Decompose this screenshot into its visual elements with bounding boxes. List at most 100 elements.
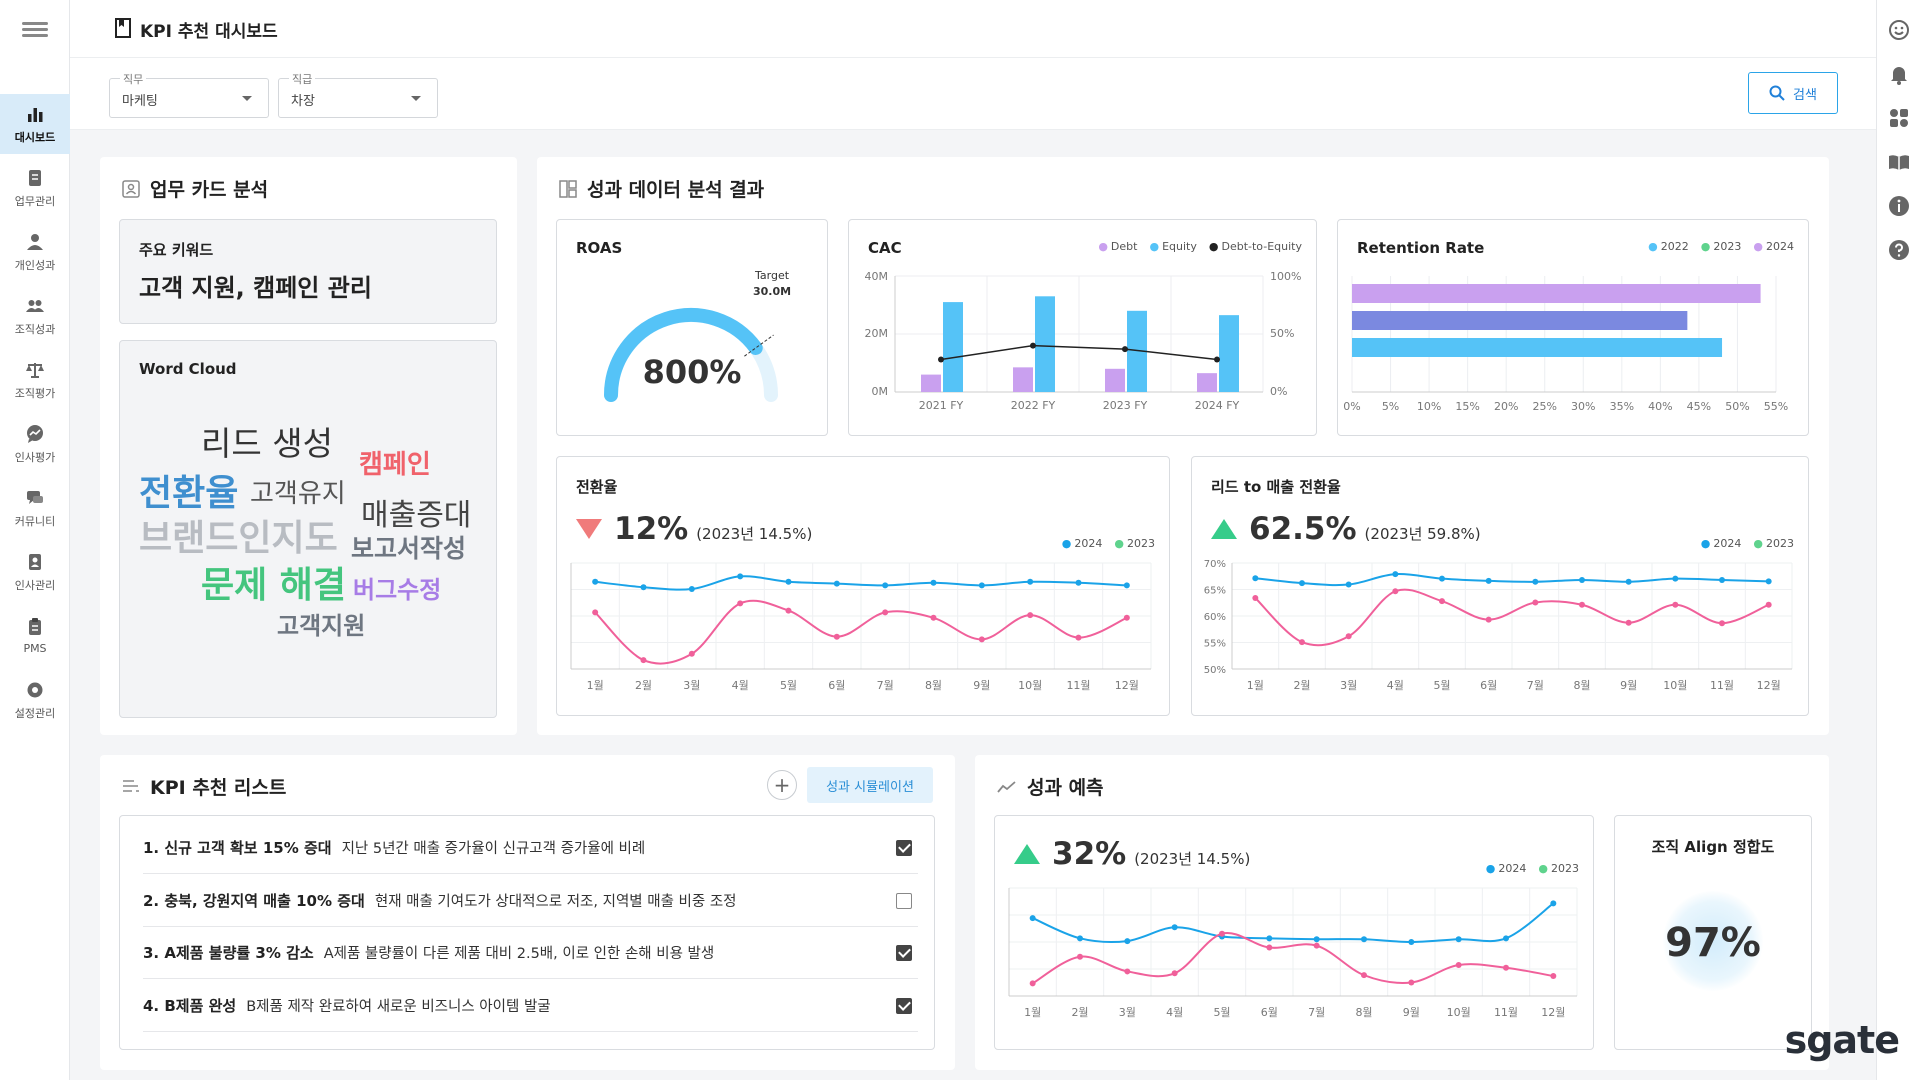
roas-target: Target 30.0M — [753, 268, 791, 300]
align-title: 조직 Align 정합도 — [1651, 838, 1775, 856]
conversion-title: 전환율 — [576, 478, 618, 496]
hamburger-menu-icon[interactable] — [22, 19, 48, 41]
nav-item-9[interactable]: PMS — [0, 606, 70, 666]
nav-item-label: 대시보드 — [14, 130, 56, 144]
search-button-label: 검색 — [1793, 87, 1817, 103]
kpi-row: 2. 충북, 강원지역 매출 10% 증대 현재 매출 기여도가 상대적으로 저조… — [143, 875, 918, 927]
gauge-fill — [604, 308, 763, 402]
help-icon[interactable] — [1887, 238, 1911, 262]
forecast-chart: 1월 2월 3월 4월 5월 6월 7월 8월 9월 10월 11월 12월 — [1008, 887, 1578, 1019]
x-tick: 55% — [1764, 400, 1788, 413]
series-point-2024 — [1719, 577, 1725, 583]
kpi-description: A제품 불량률이 다른 제품 대비 2.5배, 이로 인한 손해 비용 발생 — [323, 946, 715, 962]
smile-icon[interactable] — [1887, 18, 1911, 42]
y-tick: 40M — [865, 270, 889, 283]
kpi-checkbox[interactable] — [896, 997, 912, 1014]
y-tick: 70% — [1204, 559, 1226, 570]
series-line-2024 — [1032, 902, 1554, 944]
series-point-2024 — [1455, 936, 1462, 943]
series-point-2024 — [592, 578, 599, 585]
x-tick: 3월 — [1340, 679, 1357, 692]
series-point-2023 — [737, 600, 744, 607]
rank-select[interactable]: 직급 차장 — [278, 71, 438, 118]
x-tick: 3월 — [1119, 1006, 1136, 1019]
wordcloud-card: Word Cloud 리드 생성 캠페인 전환율 고객유지 매출증대 브랜드인지… — [119, 340, 497, 718]
nav-item-6[interactable]: 인사평가 — [0, 414, 70, 474]
legend-2024: 2024 — [1486, 862, 1526, 875]
lead-card: 리드 to 매출 전환율 62.5% (2023년 59.8%) 2024 20… — [1191, 456, 1809, 716]
series-point-2023 — [1077, 953, 1083, 960]
lead-title: 리드 to 매출 전환율 — [1211, 478, 1341, 496]
apps-grid-icon[interactable] — [1887, 106, 1911, 130]
nav-item-label: 개인성과 — [14, 258, 56, 272]
series-point-2024 — [785, 578, 792, 585]
x-tick: 5% — [1382, 400, 1399, 413]
scale-icon — [26, 362, 44, 378]
x-tick: 9월 — [973, 679, 990, 692]
x-tick: 10월 — [1018, 679, 1042, 692]
legend-2023: 2023 — [1114, 537, 1155, 550]
nav-item-label: PMS — [23, 642, 47, 655]
x-tick: 50% — [1725, 400, 1749, 413]
chevron-down-icon — [242, 96, 252, 101]
roas-value: 800% — [642, 353, 742, 391]
legend-2023: 2023 — [1701, 240, 1741, 253]
legend-2024: 2024 — [1701, 537, 1741, 550]
x-tick: 7월 — [1308, 1006, 1325, 1019]
nav-item-8[interactable]: 인사관리 — [0, 542, 70, 602]
trend-up-icon — [1211, 519, 1237, 539]
series-point-2023 — [833, 633, 840, 640]
kpi-checkbox[interactable] — [896, 945, 912, 961]
series-point-2023 — [1408, 979, 1415, 986]
series-point-2024 — [833, 580, 840, 587]
series-line-2024 — [595, 575, 1127, 591]
x-tick: 0% — [1343, 400, 1360, 413]
series-line-2024 — [1255, 573, 1769, 587]
series-point-2024 — [688, 586, 695, 592]
nav-item-7[interactable]: 커뮤니티 — [0, 478, 70, 538]
bell-icon[interactable] — [1887, 62, 1911, 86]
wordcloud-word: 버그수정 — [353, 576, 442, 604]
wordcloud-word: 리드 생성 — [201, 424, 333, 463]
add-kpi-button[interactable]: + — [767, 770, 797, 800]
forecast-title: 성과 예측 — [1027, 777, 1104, 799]
series-point-2023 — [1485, 616, 1492, 623]
nav-item-1[interactable]: 대시보드 — [0, 94, 70, 154]
x-tick: 45% — [1687, 400, 1711, 413]
x-tick: 12월 — [1541, 1006, 1565, 1019]
info-icon[interactable] — [1887, 194, 1911, 218]
search-button[interactable]: 검색 — [1748, 72, 1838, 114]
trend-up-icon — [1014, 844, 1040, 864]
nav-item-10[interactable]: 설정관리 — [0, 670, 70, 730]
job-select-label: 직무 — [120, 71, 147, 87]
series-point-2024 — [930, 579, 937, 586]
x-tick: 5월 — [1433, 679, 1450, 692]
series-point-2024 — [737, 573, 744, 580]
nav-item-5[interactable]: 조직평가 — [0, 350, 70, 410]
nav-item-4[interactable]: 조직성과 — [0, 286, 70, 346]
x-tick: 9월 — [1403, 1006, 1420, 1019]
x-tick: 2월 — [1071, 1006, 1088, 1019]
series-point-2023 — [1123, 614, 1130, 621]
job-select[interactable]: 직무 마케팅 — [109, 71, 269, 118]
series-point-2023 — [1075, 634, 1082, 641]
series-point-2024 — [1299, 580, 1305, 587]
clipboard-icon — [29, 618, 41, 635]
x-tick: 7월 — [1527, 679, 1544, 692]
series-point-2023 — [1550, 973, 1557, 980]
kpi-checkbox[interactable] — [896, 892, 912, 909]
gear-icon — [27, 682, 43, 697]
cac-chart: 40M 20M 0M 100% 50% 0% 2021 FY 2022 FY 202… — [865, 270, 1302, 412]
nav-item-3[interactable]: 개인성과 — [0, 222, 70, 282]
cac-card: CAC Debt Equity Debt-to-Equity 40M 20M 0… — [848, 219, 1317, 436]
nav-item-label: 업무관리 — [14, 194, 56, 208]
series-point-2024 — [1579, 577, 1585, 583]
simulation-button[interactable]: 성과 시뮬레이션 — [807, 767, 933, 803]
kpi-checkbox[interactable] — [896, 840, 912, 856]
nav-item-2[interactable]: 업무관리 — [0, 158, 70, 218]
book-icon[interactable] — [1887, 150, 1911, 174]
bookmark-icon — [115, 18, 131, 38]
series-point-2023 — [785, 607, 792, 614]
series-point-2024 — [1672, 575, 1679, 582]
